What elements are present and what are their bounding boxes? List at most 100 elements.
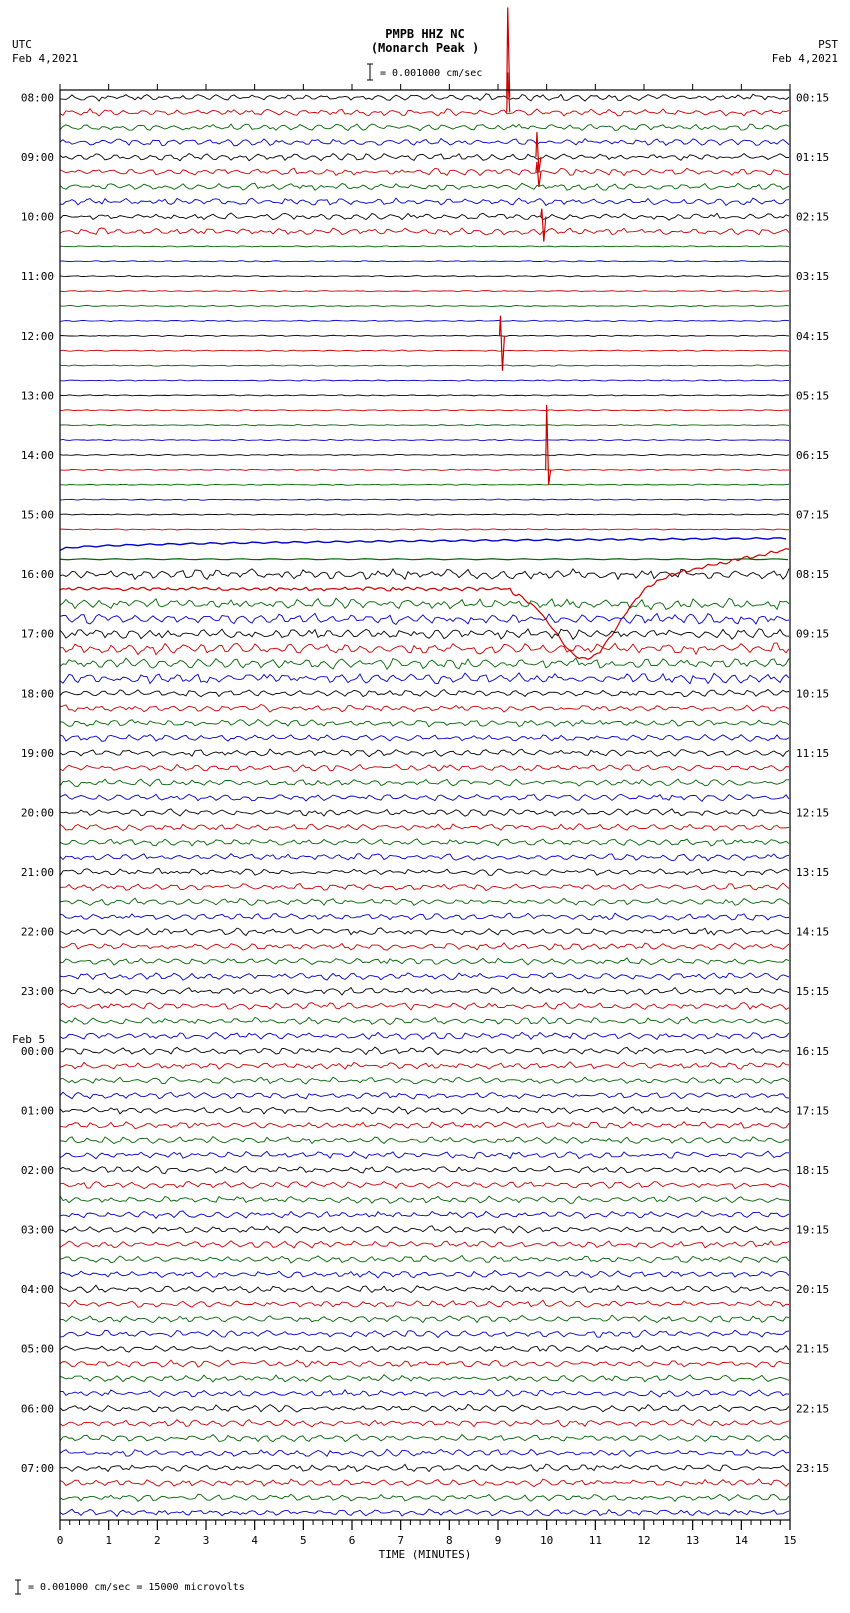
trace	[60, 569, 789, 580]
trace	[60, 139, 789, 146]
trace	[60, 1062, 789, 1069]
trace	[60, 1345, 789, 1352]
date-right: Feb 4,2021	[772, 52, 838, 65]
trace	[60, 1107, 789, 1114]
trace	[60, 598, 789, 609]
trace	[60, 1077, 789, 1084]
left-hour-label: 18:00	[21, 687, 54, 700]
x-tick-label: 4	[251, 1534, 258, 1547]
trace	[60, 410, 789, 411]
trace	[60, 439, 789, 440]
trace	[60, 1300, 789, 1307]
trace	[60, 1226, 789, 1233]
left-hour-label: 14:00	[21, 449, 54, 462]
right-hour-label: 11:15	[796, 747, 829, 760]
trace	[60, 928, 789, 936]
x-tick-label: 9	[495, 1534, 502, 1547]
left-hour-label: 21:00	[21, 866, 54, 879]
trace	[60, 529, 789, 530]
trace	[60, 673, 789, 684]
seismogram-chart: PMPB HHZ NC(Monarch Peak )= 0.001000 cm/…	[0, 0, 850, 1613]
trace	[60, 824, 789, 831]
trace	[60, 228, 789, 235]
scale-label: = 0.001000 cm/sec	[380, 68, 482, 79]
left-hour-label: 01:00	[21, 1104, 54, 1117]
trace	[60, 794, 789, 801]
left-hour-label: 19:00	[21, 747, 54, 760]
trace	[60, 335, 789, 336]
trace	[60, 1360, 789, 1367]
trace	[60, 538, 786, 551]
left-hour-label: 11:00	[21, 270, 54, 283]
trace	[60, 395, 789, 396]
left-hour-label: 05:00	[21, 1343, 54, 1356]
right-hour-label: 02:15	[796, 211, 829, 224]
trace	[60, 246, 789, 247]
trace	[60, 320, 789, 321]
trace	[60, 1196, 789, 1204]
trace	[60, 1211, 789, 1218]
trace	[60, 958, 789, 965]
trace	[60, 1122, 789, 1129]
trace	[60, 973, 789, 980]
left-hour-label: 15:00	[21, 509, 54, 522]
trace	[60, 1182, 789, 1189]
trace	[60, 1256, 789, 1264]
trace	[60, 484, 789, 485]
x-axis-label: TIME (MINUTES)	[379, 1548, 472, 1561]
left-hour-label: 23:00	[21, 985, 54, 998]
trace	[60, 913, 789, 920]
x-tick-label: 10	[540, 1534, 553, 1547]
trace	[60, 779, 789, 786]
x-tick-label: 13	[686, 1534, 699, 1547]
trace	[60, 1151, 789, 1159]
x-tick-label: 5	[300, 1534, 307, 1547]
left-hour-label: 16:00	[21, 568, 54, 581]
x-tick-label: 1	[105, 1534, 112, 1547]
x-tick-label: 14	[735, 1534, 749, 1547]
trace	[60, 1315, 789, 1322]
trace	[60, 365, 789, 366]
trace	[60, 1047, 789, 1055]
trace	[60, 809, 789, 816]
trace	[60, 1375, 789, 1382]
trace	[60, 1404, 789, 1412]
trace	[60, 168, 789, 175]
trace	[60, 764, 789, 771]
trace	[60, 559, 788, 560]
trace	[60, 124, 789, 131]
left-hour-label: 07:00	[21, 1462, 54, 1475]
trace	[60, 1032, 789, 1039]
trace	[60, 1509, 789, 1516]
trace	[60, 380, 789, 381]
left-hour-label: 03:00	[21, 1224, 54, 1237]
seismic-event	[499, 316, 504, 371]
right-hour-label: 06:15	[796, 449, 829, 462]
trace	[60, 350, 789, 351]
trace	[60, 1017, 789, 1024]
trace	[60, 499, 789, 500]
x-tick-label: 15	[783, 1534, 796, 1547]
x-tick-label: 7	[397, 1534, 404, 1547]
right-hour-label: 16:15	[796, 1045, 829, 1058]
right-hour-label: 00:15	[796, 91, 829, 104]
trace	[60, 1420, 789, 1427]
right-hour-label: 21:15	[796, 1343, 829, 1356]
trace	[60, 1166, 789, 1173]
trace	[60, 854, 789, 861]
trace	[60, 883, 789, 890]
trace	[60, 987, 789, 995]
trace	[60, 1494, 789, 1501]
trace	[60, 213, 789, 220]
right-hour-label: 10:15	[796, 687, 829, 700]
trace	[60, 1330, 789, 1337]
left-hour-label: 12:00	[21, 330, 54, 343]
x-tick-label: 12	[637, 1534, 650, 1547]
trace	[60, 1241, 789, 1248]
trace	[60, 1270, 789, 1277]
trace	[60, 154, 789, 161]
right-hour-label: 09:15	[796, 628, 829, 641]
right-hour-label: 07:15	[796, 509, 829, 522]
trace	[60, 719, 789, 726]
right-hour-label: 15:15	[796, 985, 829, 998]
